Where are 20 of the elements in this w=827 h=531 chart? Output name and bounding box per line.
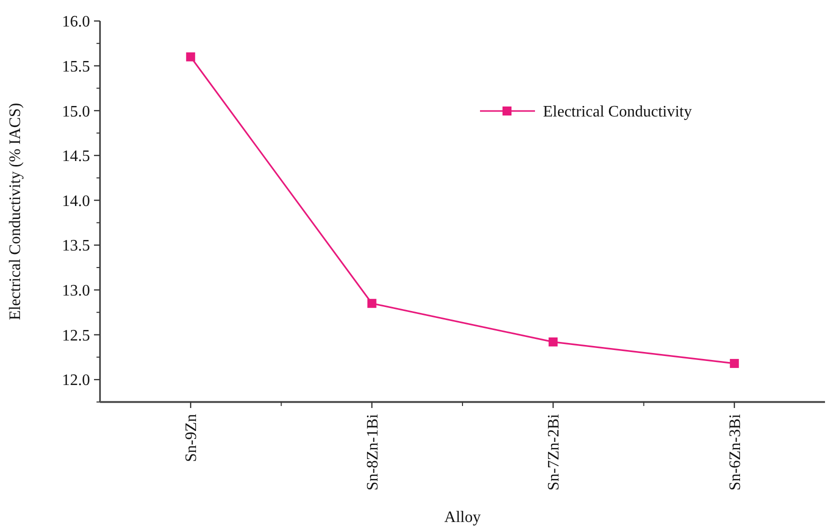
x-tick-label: Sn-7Zn-2Bi: [546, 413, 563, 490]
legend-label: Electrical Conductivity: [543, 104, 692, 121]
y-tick-label: 15.0: [62, 103, 90, 120]
x-tick-label: Sn-8Zn-1Bi: [364, 413, 382, 490]
x-tick-label: Sn-9Zn: [183, 414, 200, 462]
y-tick-label: 12.5: [62, 327, 90, 344]
x-axis-title: Alloy: [444, 509, 481, 526]
point: [367, 298, 376, 308]
point: [548, 337, 558, 346]
y-tick-label: 14.0: [62, 192, 90, 210]
point: [186, 52, 196, 62]
y-axis-title: Electrical Conductivity (% IACS): [7, 102, 24, 320]
y-tick-label: 13.5: [62, 238, 90, 255]
y-tick-label: 16.0: [62, 14, 90, 31]
y-tick-label: 14.5: [62, 148, 90, 166]
y-tick-label: 12.0: [62, 372, 90, 390]
y-tick-label: 13.0: [62, 282, 90, 300]
y-tick-label: 15.5: [62, 58, 90, 76]
point: [730, 358, 739, 368]
x-tick-label: Sn-6Zn-3Bi: [726, 413, 744, 490]
